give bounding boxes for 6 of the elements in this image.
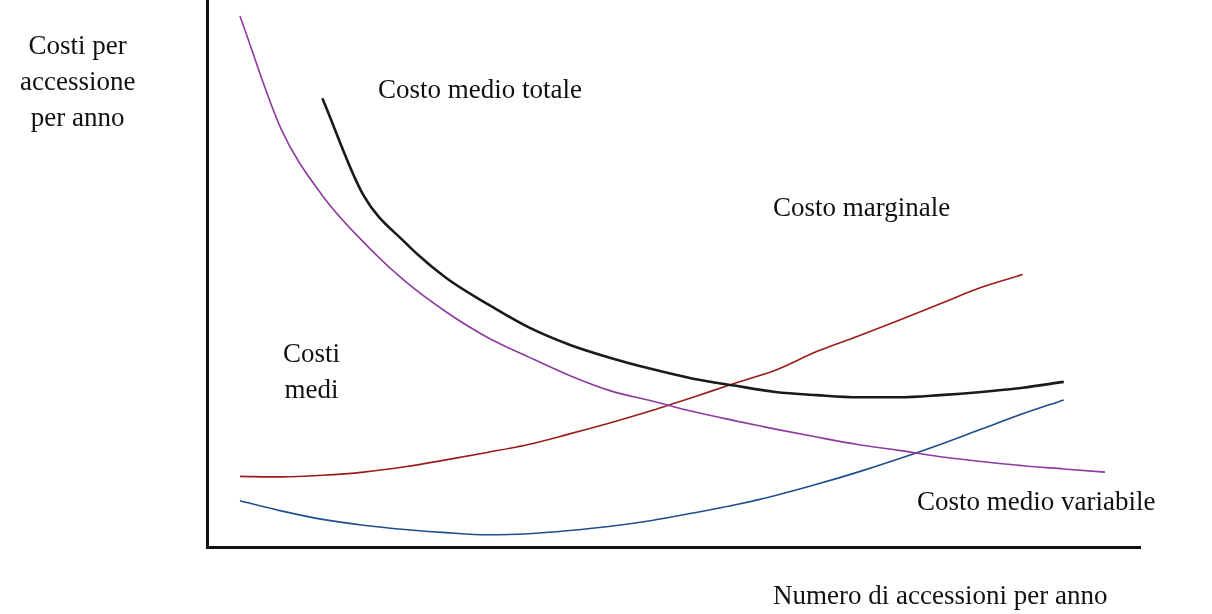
x-axis-title: Numero di accessioni per anno	[773, 579, 1108, 612]
annotation: Costo medio totale	[378, 73, 582, 106]
annotation: Costi medi	[283, 337, 341, 406]
annotation: Costo marginale	[773, 191, 951, 224]
annotation: Costo medio variabile	[917, 485, 1156, 518]
y-axis-title: Costi per accessione per anno	[20, 29, 136, 134]
